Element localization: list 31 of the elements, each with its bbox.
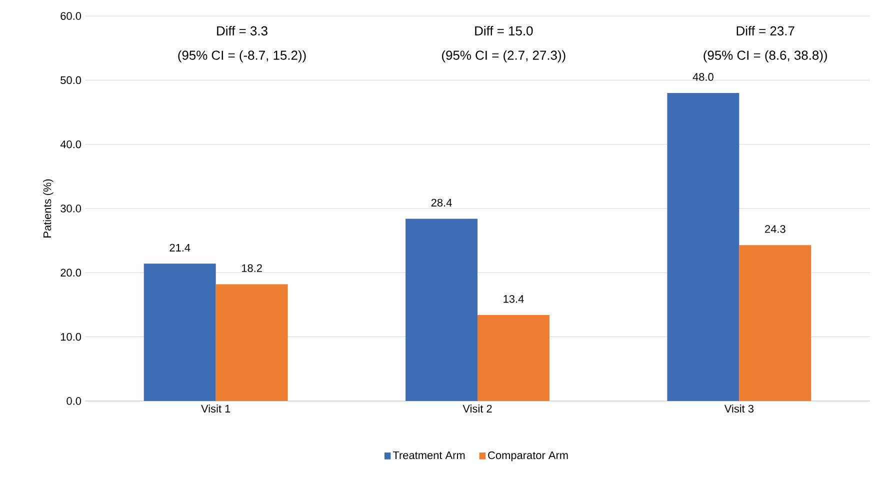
y-axis-title: Patients (%) — [43, 179, 54, 238]
data-label: 18.2 — [242, 264, 262, 272]
annotation: Diff = 23.7 — [736, 26, 794, 36]
annotation: (95% CI = (2.7, 27.3)) — [442, 50, 566, 62]
bar — [478, 315, 550, 401]
x-tick-label: Visit 1 — [201, 404, 230, 413]
data-label: 48.0 — [692, 73, 714, 81]
legend-label: Comparator Arm — [488, 451, 568, 462]
legend-label: Treatment Arm — [392, 451, 465, 460]
bar — [216, 284, 288, 401]
annotation: (95% CI = (-8.7, 15.2)) — [178, 50, 306, 62]
data-label: 24.3 — [765, 225, 786, 233]
y-tick-label: 40.0 — [60, 140, 82, 148]
annotation: Diff = 15.0 — [475, 26, 533, 36]
y-tick-label: 20.0 — [60, 268, 82, 277]
y-tick-label: 50.0 — [60, 76, 82, 84]
annotation: Diff = 3.3 — [217, 26, 268, 36]
x-tick-label: Visit 3 — [724, 404, 754, 413]
bar — [144, 264, 216, 401]
bar — [739, 245, 812, 401]
bar — [406, 218, 478, 401]
annotation: (95% CI = (8.6, 38.8)) — [704, 50, 827, 62]
y-tick-label: 30.0 — [60, 204, 82, 212]
data-label: 21.4 — [170, 244, 190, 252]
bar — [667, 93, 740, 401]
data-label: 28.4 — [431, 198, 452, 207]
data-label: 13.4 — [504, 295, 524, 303]
y-tick-label: 0.0 — [66, 397, 82, 405]
y-tick-label: 10.0 — [60, 332, 82, 341]
x-tick-label: Visit 2 — [462, 404, 492, 413]
y-tick-label: 60.0 — [60, 12, 82, 20]
